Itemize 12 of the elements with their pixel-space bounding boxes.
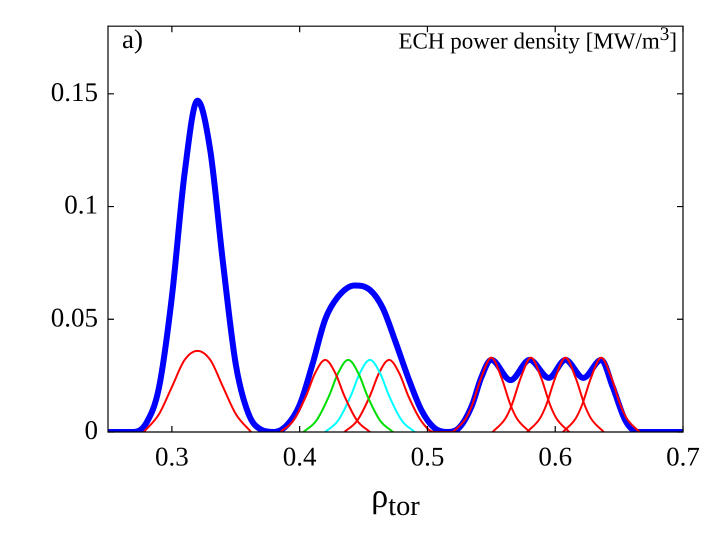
x-tick-label: 0.4 — [282, 441, 318, 472]
x-tick-label: 0.7 — [666, 441, 700, 472]
x-axis-title: ρ$_{tor}$ — [370, 478, 421, 523]
annotation: ECH power density [MW/m$^{3}$] — [398, 24, 677, 55]
y-tick-label: 0 — [84, 415, 98, 446]
y-tick-label: 0.15 — [50, 76, 98, 107]
x-tick-label: 0.3 — [155, 441, 189, 472]
x-tick-label: 0.6 — [538, 441, 572, 472]
y-tick-label: 0.1 — [64, 190, 98, 220]
y-tick-label: 0.05 — [50, 302, 98, 332]
annotation: a) — [122, 24, 143, 55]
x-tick-label: 0.5 — [410, 441, 444, 472]
